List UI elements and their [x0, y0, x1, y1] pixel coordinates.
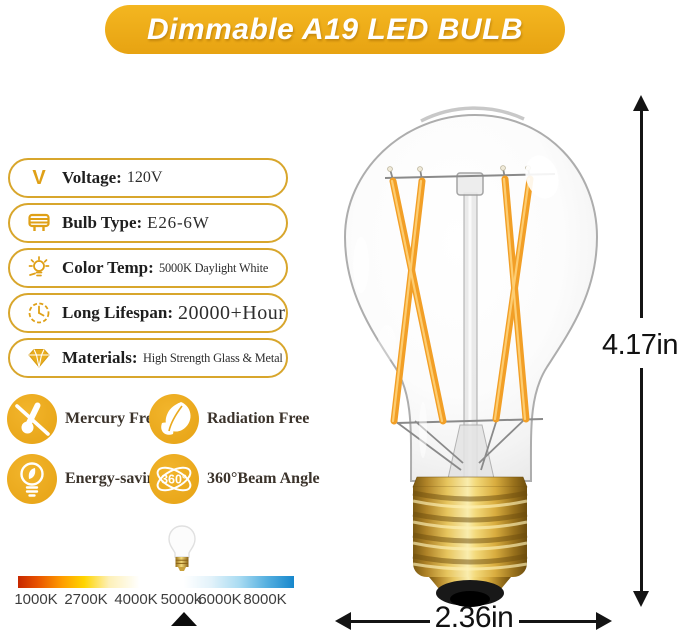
- voltage-icon: V: [32, 167, 46, 189]
- spec-row-materials: Materials: High Strength Glass & Metal: [8, 338, 288, 378]
- temp-tick: 8000K: [243, 591, 287, 608]
- reference-bulb-icon: [168, 525, 196, 571]
- temp-tick: 4000K: [114, 591, 158, 608]
- badge-energy-saving: Energy-saving: [7, 454, 164, 504]
- spec-label: Color Temp:: [62, 258, 154, 277]
- height-dimension-line: [640, 110, 643, 318]
- width-arrow-left: [335, 612, 351, 630]
- spec-list: V Voltage: 120V Bulb Type: E26-6W: [8, 158, 288, 383]
- lifespan-clock-icon: [26, 300, 52, 326]
- width-dimension-line: [350, 620, 430, 623]
- badge-label: 360°Beam Angle: [207, 470, 320, 487]
- spec-row-bulb-type: Bulb Type: E26-6W: [8, 203, 288, 243]
- page-title: Dimmable A19 LED BULB: [146, 12, 524, 46]
- badge-label: Energy-saving: [65, 470, 164, 487]
- height-arrow-up: [633, 95, 649, 111]
- spec-value: High Strength Glass & Metal: [142, 350, 283, 365]
- spec-label: Voltage:: [62, 168, 122, 187]
- temp-tick: 2700K: [64, 591, 108, 608]
- spec-row-lifespan: Long Lifespan: 20000+Hours: [8, 293, 288, 333]
- mercury-free-icon: [7, 394, 57, 444]
- spec-value: 120V: [126, 169, 163, 186]
- spec-row-color-temp: Color Temp: 5000K Daylight White: [8, 248, 288, 288]
- svg-text:360°: 360°: [161, 473, 187, 487]
- height-dimension-label: 4.17in: [601, 329, 679, 361]
- width-dimension-line: [519, 620, 596, 623]
- temp-marker-triangle: [171, 612, 197, 626]
- bulb-base-icon: [26, 210, 52, 236]
- badge-label: Mercury Free: [65, 410, 160, 427]
- title-banner: Dimmable A19 LED BULB: [105, 5, 565, 54]
- beam-angle-icon: 360°: [149, 454, 199, 504]
- spec-label: Bulb Type:: [62, 213, 143, 232]
- temp-tick: 6000K: [198, 591, 242, 608]
- badge-mercury-free: Mercury Free: [7, 394, 160, 444]
- spec-label: Materials:: [62, 348, 138, 367]
- materials-diamond-icon: [26, 345, 52, 371]
- height-dimension-line: [640, 368, 643, 592]
- radiation-free-icon: [149, 394, 199, 444]
- height-arrow-down: [633, 591, 649, 607]
- temp-tick: 1000K: [14, 591, 58, 608]
- spec-value: 20000+Hours: [178, 301, 288, 324]
- width-arrow-right: [596, 612, 612, 630]
- badge-radiation-free: Radiation Free: [149, 394, 309, 444]
- energy-saving-icon: [7, 454, 57, 504]
- spec-value: E26-6W: [147, 213, 210, 232]
- temp-tick: 5000k: [160, 591, 202, 608]
- badge-label: Radiation Free: [207, 410, 310, 427]
- spec-row-voltage: V Voltage: 120V: [8, 158, 288, 198]
- color-temp-icon: [26, 255, 52, 281]
- width-dimension-label: 2.36in: [434, 601, 514, 632]
- color-temperature-gradient: [18, 576, 294, 588]
- spec-label: Long Lifespan:: [62, 303, 173, 322]
- badge-beam-angle: 360° 360°Beam Angle: [149, 454, 320, 504]
- bulb-product-image: [343, 106, 599, 607]
- spec-value: 5000K Daylight White: [158, 260, 268, 275]
